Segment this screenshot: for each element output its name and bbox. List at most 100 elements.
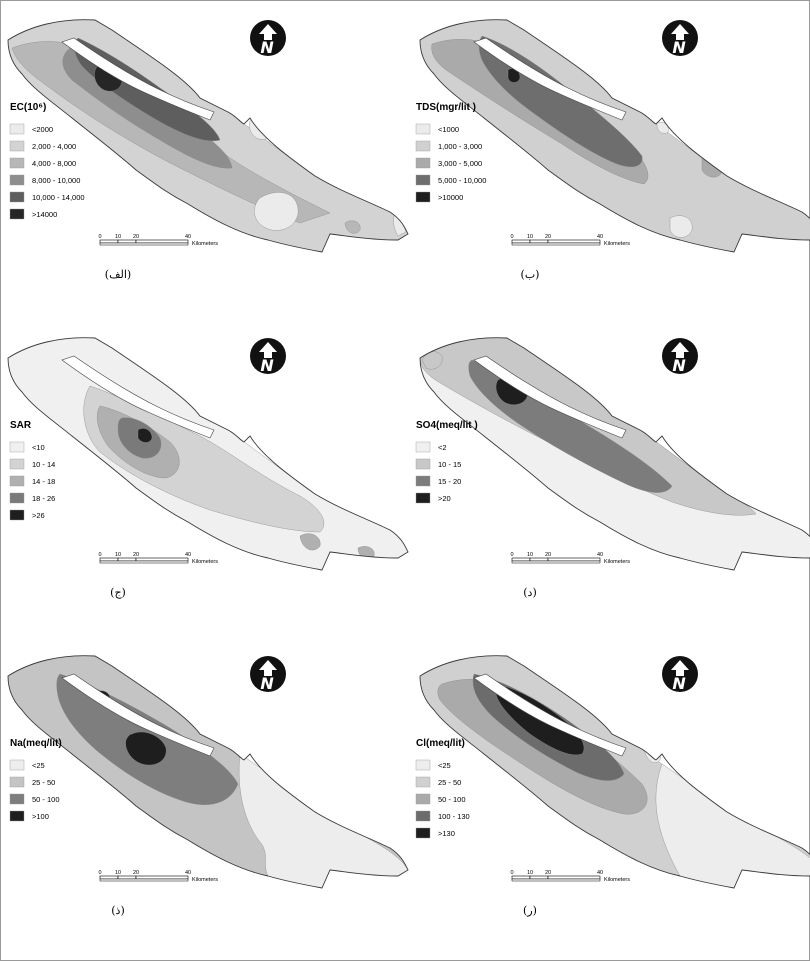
region-outline-so4 — [419, 337, 810, 571]
legend-swatch-3 — [415, 492, 431, 504]
zone-sar-4 — [137, 428, 153, 443]
legend-label-3: 100 - 130 — [438, 812, 470, 821]
caption-cl: (ر) — [523, 904, 537, 917]
legend-swatch-4 — [9, 509, 25, 521]
legend-label-1: 1,000 - 3,000 — [438, 142, 482, 151]
scale-tick-1: 10 — [527, 870, 533, 876]
legend-swatch-3 — [9, 174, 25, 186]
legend-label-2: 14 - 18 — [32, 477, 55, 486]
scale-tick-3: 40 — [597, 870, 603, 876]
legend-label-1: 10 - 15 — [438, 460, 461, 469]
legend-na: Na(meq/lit) <25 25 - 50 50 - 100 >100 — [9, 738, 62, 822]
north-label: N — [260, 674, 274, 693]
legend-label-3: 8,000 - 10,000 — [32, 176, 80, 185]
scale-tick-2: 20 — [545, 234, 551, 240]
scale-tick-2: 20 — [545, 870, 551, 876]
caption-tds: (ب) — [521, 268, 540, 281]
legend-cl: Cl(meq/lit) <25 25 - 50 50 - 100 100 - 130 >1… — [415, 738, 470, 839]
legend-title: Cl(meq/lit) — [416, 738, 465, 749]
region-outline-tds — [419, 19, 810, 253]
north-arrow-icon-sar: N — [250, 338, 286, 375]
scale-tick-2: 20 — [545, 552, 551, 558]
caption-so4: (د) — [523, 586, 537, 599]
region-outline-ec — [7, 19, 409, 253]
north-label: N — [672, 356, 686, 375]
scale-tick-3: 40 — [185, 870, 191, 876]
map-na — [7, 655, 409, 889]
legend-swatch-1 — [415, 140, 431, 152]
legend-swatch-1 — [415, 776, 431, 788]
north-label: N — [260, 356, 274, 375]
scale-tick-0: 0 — [98, 234, 101, 240]
scale-tick-0: 0 — [510, 870, 513, 876]
legend-label-0: <2000 — [32, 125, 53, 134]
legend-label-4: >130 — [438, 829, 455, 838]
legend-swatch-3 — [9, 492, 25, 504]
north-label: N — [260, 38, 274, 57]
legend-swatch-1 — [9, 140, 25, 152]
legend-label-1: 2,000 - 4,000 — [32, 142, 76, 151]
caption-sar: (ج) — [110, 586, 126, 599]
north-arrow-icon-cl: N — [662, 656, 698, 693]
scale-tick-0: 0 — [98, 870, 101, 876]
panel-na: N Na(meq/lit) <25 25 - 50 50 - 100 >100 0 10 20 4… — [7, 655, 409, 917]
legend-title: TDS(mgr/lit ) — [416, 102, 476, 113]
legend-label-1: 10 - 14 — [32, 460, 55, 469]
panel-sar: N SAR <10 10 - 14 14 - 18 18 - 26 >26 0 10 20 40Ki… — [7, 337, 409, 599]
scale-tick-1: 10 — [527, 552, 533, 558]
legend-tds: TDS(mgr/lit ) <1000 1,000 - 3,000 3,000 - 5… — [415, 102, 486, 203]
legend-swatch-0 — [9, 759, 25, 771]
scale-tick-1: 10 — [527, 234, 533, 240]
panel-ec: N EC(10⁶) <2000 2,000 - 4,000 4,000 - 8,000 8… — [7, 19, 409, 281]
scale-unit: Kilometers — [192, 559, 218, 565]
legend-title: SO4(meq/lit ) — [416, 420, 478, 431]
legend-label-0: <25 — [438, 761, 451, 770]
legend-swatch-4 — [415, 827, 431, 839]
scale-tick-3: 40 — [597, 552, 603, 558]
legend-sar: SAR <10 10 - 14 14 - 18 18 - 26 >26 — [9, 420, 55, 521]
panel-so4: N SO4(meq/lit ) <2 10 - 15 15 - 20 >20 0 10 20 40… — [415, 337, 810, 599]
map-sar — [7, 337, 409, 571]
legend-swatch-0 — [415, 123, 431, 135]
scale-tick-1: 10 — [115, 234, 121, 240]
legend-title: Na(meq/lit) — [10, 738, 62, 749]
legend-swatch-0 — [9, 123, 25, 135]
legend-swatch-2 — [9, 475, 25, 487]
legend-label-3: >100 — [32, 812, 49, 821]
legend-label-2: 50 - 100 — [438, 795, 466, 804]
scale-tick-2: 20 — [133, 552, 139, 558]
caption-ec: (الف) — [105, 268, 131, 281]
legend-label-2: 3,000 - 5,000 — [438, 159, 482, 168]
legend-label-0: <2 — [438, 443, 447, 452]
water-channel-ec — [61, 37, 215, 121]
legend-label-1: 25 - 50 — [32, 778, 55, 787]
scale-tick-3: 40 — [185, 234, 191, 240]
scale-tick-3: 40 — [185, 552, 191, 558]
caption-na: (ذ) — [111, 904, 125, 917]
legend-swatch-2 — [415, 793, 431, 805]
legend-label-5: >14000 — [32, 210, 57, 219]
legend-swatch-3 — [9, 810, 25, 822]
scale-tick-0: 0 — [98, 552, 101, 558]
zone-sar-6 — [299, 533, 321, 551]
map-tds — [419, 19, 810, 253]
legend-label-0: <10 — [32, 443, 45, 452]
north-arrow-icon-na: N — [250, 656, 286, 693]
zone-ec-6 — [254, 192, 299, 231]
legend-label-2: 4,000 - 8,000 — [32, 159, 76, 168]
legend-title: SAR — [10, 420, 32, 431]
map-so4 — [419, 337, 810, 571]
scale-tick-0: 0 — [510, 234, 513, 240]
legend-ec: EC(10⁶) <2000 2,000 - 4,000 4,000 - 8,000 8,… — [9, 102, 85, 220]
scale-unit: Kilometers — [192, 877, 218, 883]
region-outline-na — [7, 655, 409, 889]
north-arrow-icon-tds: N — [662, 20, 698, 57]
legend-label-3: >20 — [438, 494, 451, 503]
legend-swatch-0 — [415, 441, 431, 453]
water-channel-cl — [473, 673, 627, 757]
legend-label-3: 5,000 - 10,000 — [438, 176, 486, 185]
